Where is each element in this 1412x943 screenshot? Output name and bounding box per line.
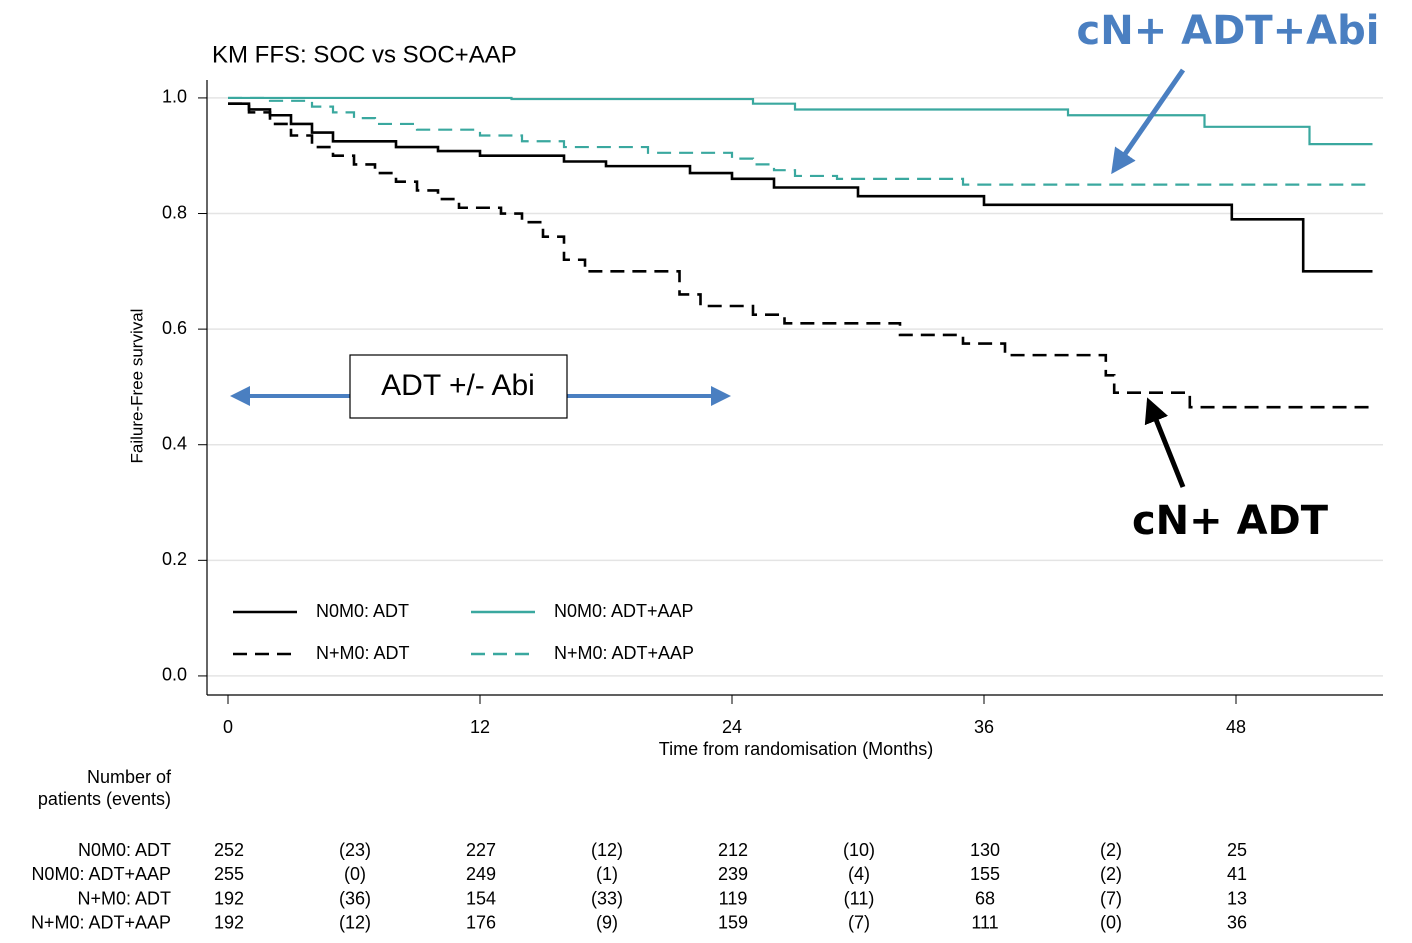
y-axis-label: Failure-Free survival: [127, 309, 146, 464]
y-tick-label: 0.8: [162, 202, 187, 222]
table-cell: (12): [591, 840, 623, 860]
table-cell: (11): [844, 888, 875, 908]
chart-title: KM FFS: SOC vs SOC+AAP: [212, 41, 517, 68]
table-cell: 192: [214, 913, 244, 933]
table-cell: 13: [1227, 888, 1247, 908]
table-cell: (7): [848, 913, 870, 933]
table-cell: 68: [975, 888, 995, 908]
table-cell: (23): [339, 840, 371, 860]
table-cell: 252: [214, 840, 244, 860]
table-cell: (12): [339, 913, 371, 933]
x-tick-label: 36: [974, 717, 994, 737]
table-cell: 154: [466, 888, 496, 908]
table-cell: 255: [214, 864, 244, 884]
table-cell: (36): [339, 888, 371, 908]
table-row-label: N+M0: ADT+AAP: [31, 913, 171, 933]
annotation: ADT +/- Abi: [381, 369, 535, 402]
y-tick-label: 0.2: [162, 549, 187, 569]
table-cell: 155: [970, 864, 1000, 884]
table-cell: 36: [1227, 913, 1247, 933]
table-cell: 41: [1227, 864, 1247, 884]
annotation: cN+ ADT+Abi: [1077, 8, 1380, 54]
legend-label: N0M0: ADT: [316, 601, 409, 621]
y-tick-label: 1.0: [162, 87, 187, 107]
annotation: cN+ ADT: [1132, 498, 1329, 544]
arrow: [1111, 68, 1186, 175]
km-curve: [228, 96, 1373, 146]
x-tick-label: 0: [223, 717, 233, 737]
plot-area: [198, 80, 1383, 704]
legend-label: N0M0: ADT+AAP: [554, 601, 694, 621]
y-tick-label: 0.4: [162, 433, 187, 453]
table-title: patients (events): [38, 789, 171, 809]
table-cell: (9): [596, 913, 618, 933]
table-cell: 249: [466, 864, 496, 884]
table-cell: (1): [596, 864, 618, 884]
table-cell: 192: [214, 888, 244, 908]
arrow: [1144, 397, 1186, 488]
table-cell: 111: [971, 913, 998, 933]
legend-label: N+M0: ADT+AAP: [554, 643, 694, 663]
table-cell: (7): [1100, 888, 1122, 908]
table-cell: (0): [1100, 913, 1122, 933]
table-row-label: N0M0: ADT+AAP: [31, 864, 171, 884]
table-cell: 25: [1227, 840, 1247, 860]
km-curve: [228, 102, 1373, 273]
table-cell: 176: [466, 913, 496, 933]
table-cell: 119: [719, 888, 748, 908]
table-cell: (10): [843, 840, 875, 860]
x-axis-label: Time from randomisation (Months): [659, 739, 933, 759]
table-cell: (33): [591, 888, 623, 908]
table-row-label: N0M0: ADT: [78, 840, 171, 860]
km-curve: [228, 96, 1373, 186]
table-cell: 212: [718, 840, 748, 860]
x-tick-label: 48: [1226, 717, 1246, 737]
km-curve: [228, 102, 1373, 409]
annotation-box: [349, 354, 568, 419]
legend-label: N+M0: ADT: [316, 643, 410, 663]
table-cell: (2): [1100, 864, 1122, 884]
x-tick-label: 24: [722, 717, 742, 737]
table-row-label: N+M0: ADT: [77, 888, 171, 908]
y-tick-label: 0.6: [162, 318, 187, 338]
table-cell: 239: [718, 864, 748, 884]
table-cell: (4): [848, 864, 870, 884]
table-cell: 130: [970, 840, 1000, 860]
table-cell: 159: [718, 913, 748, 933]
table-cell: 227: [466, 840, 496, 860]
y-tick-label: 0.0: [162, 665, 187, 685]
table-cell: (0): [344, 864, 366, 884]
x-tick-label: 12: [470, 717, 490, 737]
table-title: Number of: [87, 767, 172, 787]
table-cell: (2): [1100, 840, 1122, 860]
